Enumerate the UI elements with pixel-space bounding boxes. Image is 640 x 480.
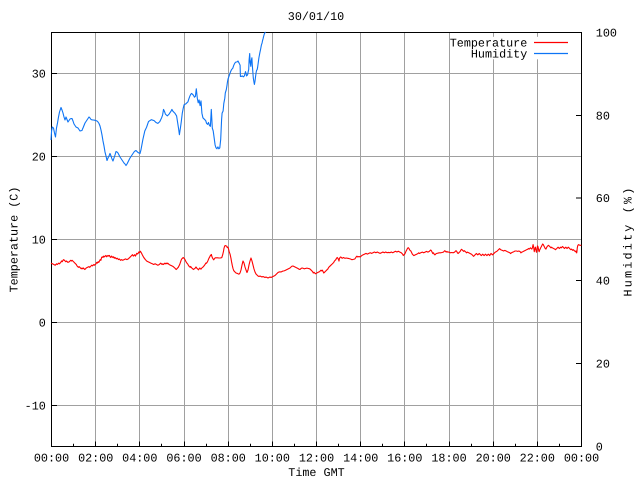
svg-text:04:00: 04:00	[122, 452, 157, 466]
svg-text:Humidity (%): Humidity (%)	[622, 185, 636, 296]
svg-text:10: 10	[32, 234, 46, 248]
svg-text:00:00: 00:00	[34, 452, 69, 466]
svg-text:06:00: 06:00	[166, 452, 201, 466]
svg-text:Temperature (C): Temperature (C)	[8, 187, 22, 293]
svg-text:12:00: 12:00	[299, 452, 334, 466]
svg-text:08:00: 08:00	[211, 452, 246, 466]
svg-text:100: 100	[596, 27, 617, 41]
svg-text:02:00: 02:00	[78, 452, 113, 466]
svg-text:40: 40	[596, 275, 610, 289]
svg-text:-10: -10	[25, 400, 46, 414]
svg-text:22:00: 22:00	[520, 452, 555, 466]
svg-text:Temperature: Temperature	[450, 36, 528, 50]
svg-text:14:00: 14:00	[343, 452, 378, 466]
svg-text:20: 20	[596, 358, 610, 372]
svg-text:80: 80	[596, 110, 610, 124]
svg-text:0: 0	[596, 441, 603, 455]
svg-text:20:00: 20:00	[476, 452, 511, 466]
svg-text:30: 30	[32, 68, 46, 82]
svg-text:Humidity: Humidity	[471, 47, 527, 61]
svg-text:18:00: 18:00	[431, 452, 466, 466]
svg-text:0: 0	[39, 317, 46, 331]
svg-text:00:00: 00:00	[564, 452, 599, 466]
svg-text:16:00: 16:00	[387, 452, 422, 466]
svg-text:Time GMT: Time GMT	[288, 466, 344, 480]
svg-text:10:00: 10:00	[255, 452, 290, 466]
svg-text:20: 20	[32, 151, 46, 165]
svg-text:30/01/10: 30/01/10	[288, 10, 344, 24]
svg-text:60: 60	[596, 192, 610, 206]
